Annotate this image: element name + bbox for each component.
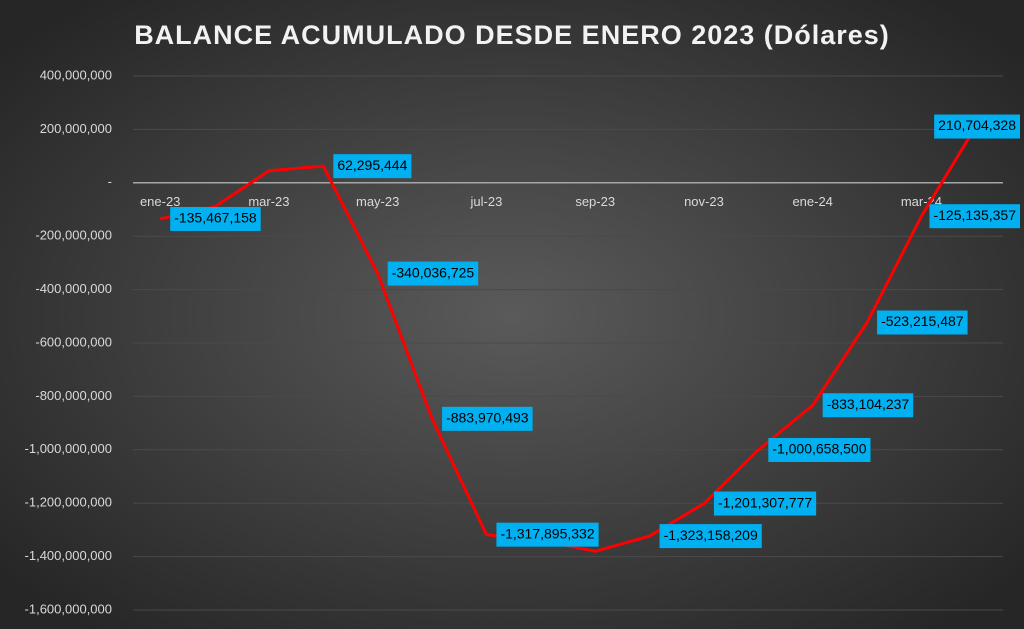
data-label: -125,135,357: [929, 204, 1020, 229]
data-label: -340,036,725: [387, 261, 479, 286]
data-label-text: -340,036,725: [392, 264, 475, 280]
data-label: 210,704,328: [934, 114, 1020, 139]
data-label-box: [659, 524, 762, 549]
y-tick-label: -: [108, 174, 112, 189]
data-label: -833,104,237: [822, 393, 914, 418]
y-tick-label: -1,600,000,000: [25, 601, 112, 616]
data-label-text: -1,317,895,332: [500, 525, 594, 541]
data-label-box: [442, 406, 533, 431]
y-tick-label: -1,400,000,000: [25, 548, 112, 563]
data-label-box: [170, 206, 261, 231]
data-label-box: [713, 491, 817, 516]
data-label: -1,201,307,777: [713, 491, 817, 516]
data-label-text: -1,323,158,209: [664, 527, 758, 543]
data-label: -1,323,158,209: [659, 524, 762, 549]
x-tick-label: jul-23: [470, 194, 503, 209]
x-tick-label: mar-23: [248, 194, 289, 209]
data-label-box: [929, 204, 1020, 229]
y-tick-label: -1,200,000,000: [25, 495, 112, 510]
data-label-text: -1,000,658,500: [772, 441, 866, 457]
y-tick-label: -600,000,000: [35, 334, 112, 349]
data-label-box: [822, 393, 914, 418]
y-tick-label: -1,000,000,000: [25, 441, 112, 456]
y-tick-label: 200,000,000: [40, 121, 112, 136]
data-label: -883,970,493: [442, 406, 533, 431]
data-label: 62,295,444: [333, 154, 412, 179]
chart-title: BALANCE ACUMULADO DESDE ENERO 2023 (Dóla…: [134, 20, 890, 50]
data-label-text: -883,970,493: [446, 410, 529, 426]
data-label-text: 210,704,328: [938, 117, 1016, 133]
data-label-text: -1,201,307,777: [718, 494, 812, 510]
data-label-box: [877, 310, 968, 335]
x-tick-label: ene-23: [140, 194, 180, 209]
data-label: -135,467,158: [170, 206, 261, 231]
data-label-box: [934, 114, 1020, 139]
y-tick-label: 400,000,000: [40, 67, 112, 82]
data-label-text: -125,135,357: [933, 207, 1016, 223]
x-tick-label: sep-23: [575, 194, 615, 209]
data-label-text: 62,295,444: [337, 157, 407, 173]
y-tick-label: -400,000,000: [35, 281, 112, 296]
data-label-text: -833,104,237: [827, 396, 910, 412]
y-tick-label: -800,000,000: [35, 388, 112, 403]
data-label-text: -523,215,487: [881, 313, 964, 329]
data-label: -523,215,487: [877, 310, 968, 335]
x-tick-label: nov-23: [684, 194, 724, 209]
data-label-box: [387, 261, 479, 286]
data-label-box: [496, 522, 599, 547]
data-label-text: -135,467,158: [174, 210, 257, 226]
data-label-box: [768, 437, 871, 462]
data-label-box: [333, 154, 412, 179]
data-label: -1,317,895,332: [496, 522, 599, 547]
data-label: -1,000,658,500: [768, 437, 871, 462]
x-tick-label: may-23: [356, 194, 399, 209]
y-tick-label: -200,000,000: [35, 228, 112, 243]
x-tick-label: ene-24: [792, 194, 832, 209]
